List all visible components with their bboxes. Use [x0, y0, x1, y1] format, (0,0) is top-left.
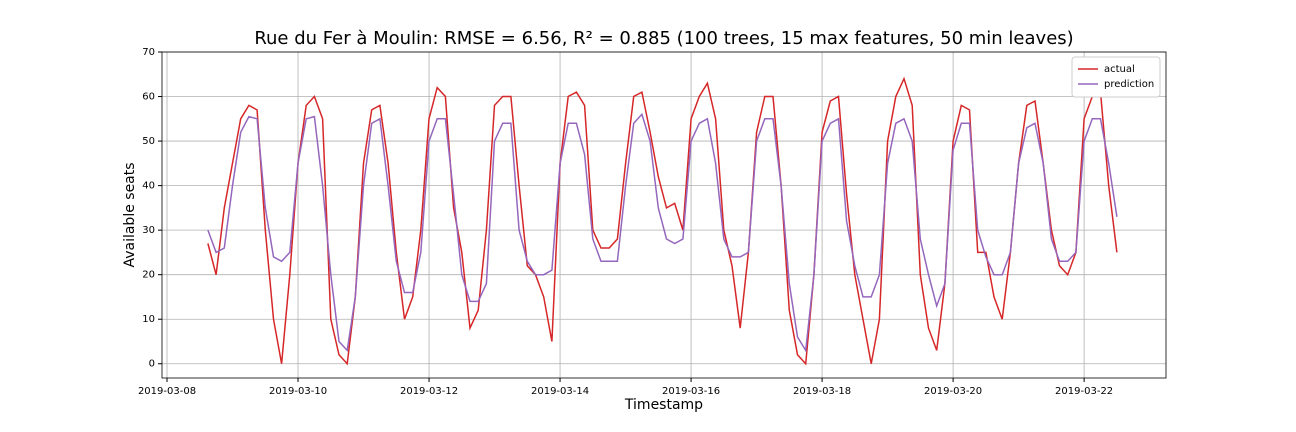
y-tick-label: 10: [142, 314, 155, 325]
y-tick-label: 40: [142, 181, 155, 192]
x-tick-label: 2019-03-16: [662, 386, 720, 397]
y-tick-label: 30: [142, 225, 155, 236]
chart-title: Rue du Fer à Moulin: RMSE = 6.56, R² = 0…: [254, 28, 1073, 49]
x-tick-label: 2019-03-10: [269, 386, 327, 397]
y-tick-label: 20: [142, 270, 155, 281]
y-tick-label: 0: [149, 359, 155, 370]
x-tick-label: 2019-03-08: [138, 386, 196, 397]
y-tick-label: 50: [142, 136, 155, 147]
x-tick-label: 2019-03-12: [400, 386, 458, 397]
y-tick-label: 60: [142, 92, 155, 103]
x-tick-label: 2019-03-18: [793, 386, 851, 397]
x-tick-label: 2019-03-20: [924, 386, 982, 397]
x-tick-label: 2019-03-14: [531, 386, 589, 397]
y-tick-label: 70: [142, 47, 155, 58]
legend-label: actual: [1104, 64, 1135, 75]
legend-box: [1071, 56, 1161, 98]
x-axis-label: Timestamp: [624, 397, 703, 413]
series-line: [207, 112, 1118, 353]
x-tick-label: 2019-03-22: [1055, 386, 1113, 397]
legend-label: prediction: [1104, 79, 1154, 90]
series-line: [207, 76, 1118, 366]
y-axis-label: Available seats: [122, 162, 138, 267]
plot-frame: [161, 51, 1167, 379]
